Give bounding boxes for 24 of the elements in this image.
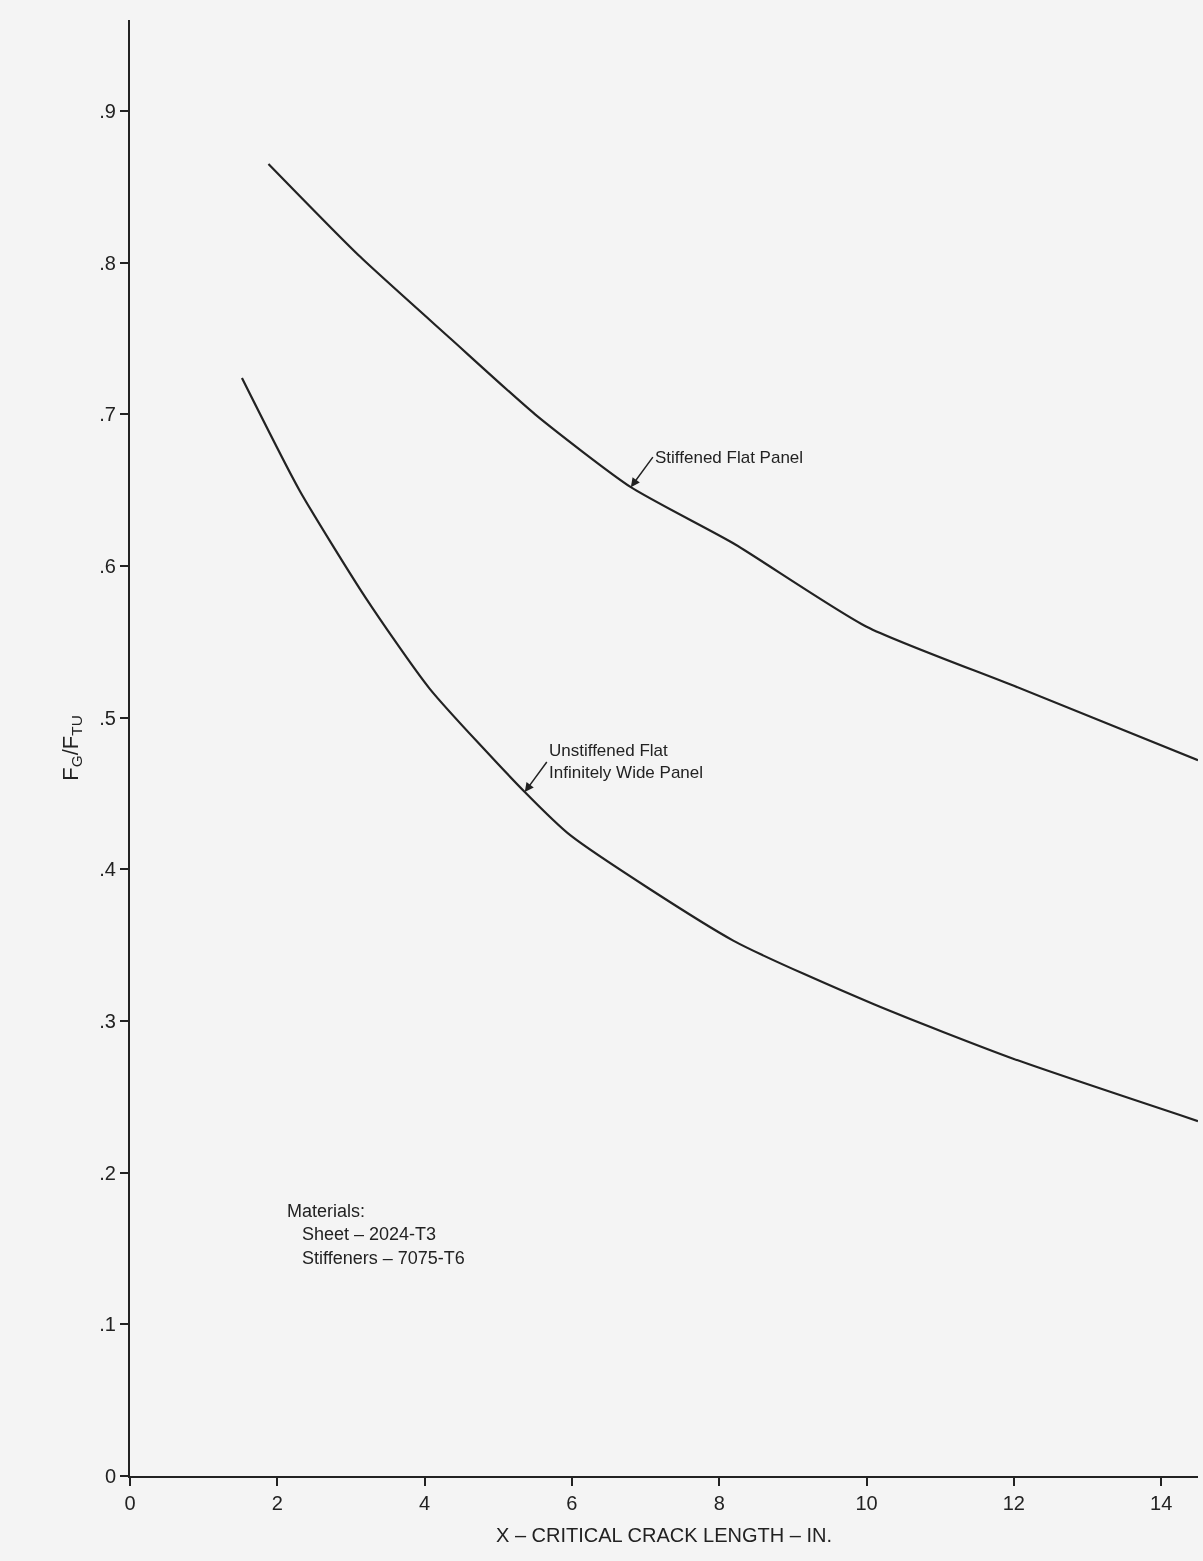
line-series bbox=[240, 376, 1198, 1123]
x-tick-label: 4 bbox=[419, 1492, 431, 1514]
y-tick-label: .1 bbox=[99, 1313, 116, 1336]
x-tick-label: 2 bbox=[271, 1492, 283, 1514]
x-tick-label: 12 bbox=[1002, 1492, 1025, 1514]
series-label: Stiffened Flat Panel bbox=[655, 448, 804, 467]
x-tick-label: 10 bbox=[855, 1492, 878, 1514]
y-tick-label: .6 bbox=[99, 555, 116, 577]
y-tick-label: .5 bbox=[99, 706, 116, 729]
x-tick-label: 6 bbox=[566, 1492, 578, 1514]
y-tick-label: .8 bbox=[99, 251, 116, 274]
y-tick-label: .3 bbox=[99, 1010, 116, 1032]
line-series bbox=[267, 162, 1198, 762]
x-tick-label: 8 bbox=[713, 1492, 725, 1514]
y-tick-label: 0 bbox=[104, 1465, 116, 1487]
x-axis-title: X – CRITICAL CRACK LENGTH – IN. bbox=[496, 1524, 832, 1546]
series-label: Unstiffened Flat Infinitely Wide Panel bbox=[549, 741, 704, 783]
y-tick-label: .7 bbox=[99, 403, 116, 426]
y-tick-label: .4 bbox=[99, 858, 116, 881]
x-tick-label: 0 bbox=[124, 1492, 136, 1514]
annotation: Materials: Sheet – 2024-T3 Stiffeners – 7075-T6 bbox=[287, 1201, 465, 1268]
y-tick-label: .9 bbox=[99, 100, 116, 122]
x-tick-label: 14 bbox=[1150, 1492, 1173, 1514]
y-tick-label: .2 bbox=[99, 1161, 116, 1184]
